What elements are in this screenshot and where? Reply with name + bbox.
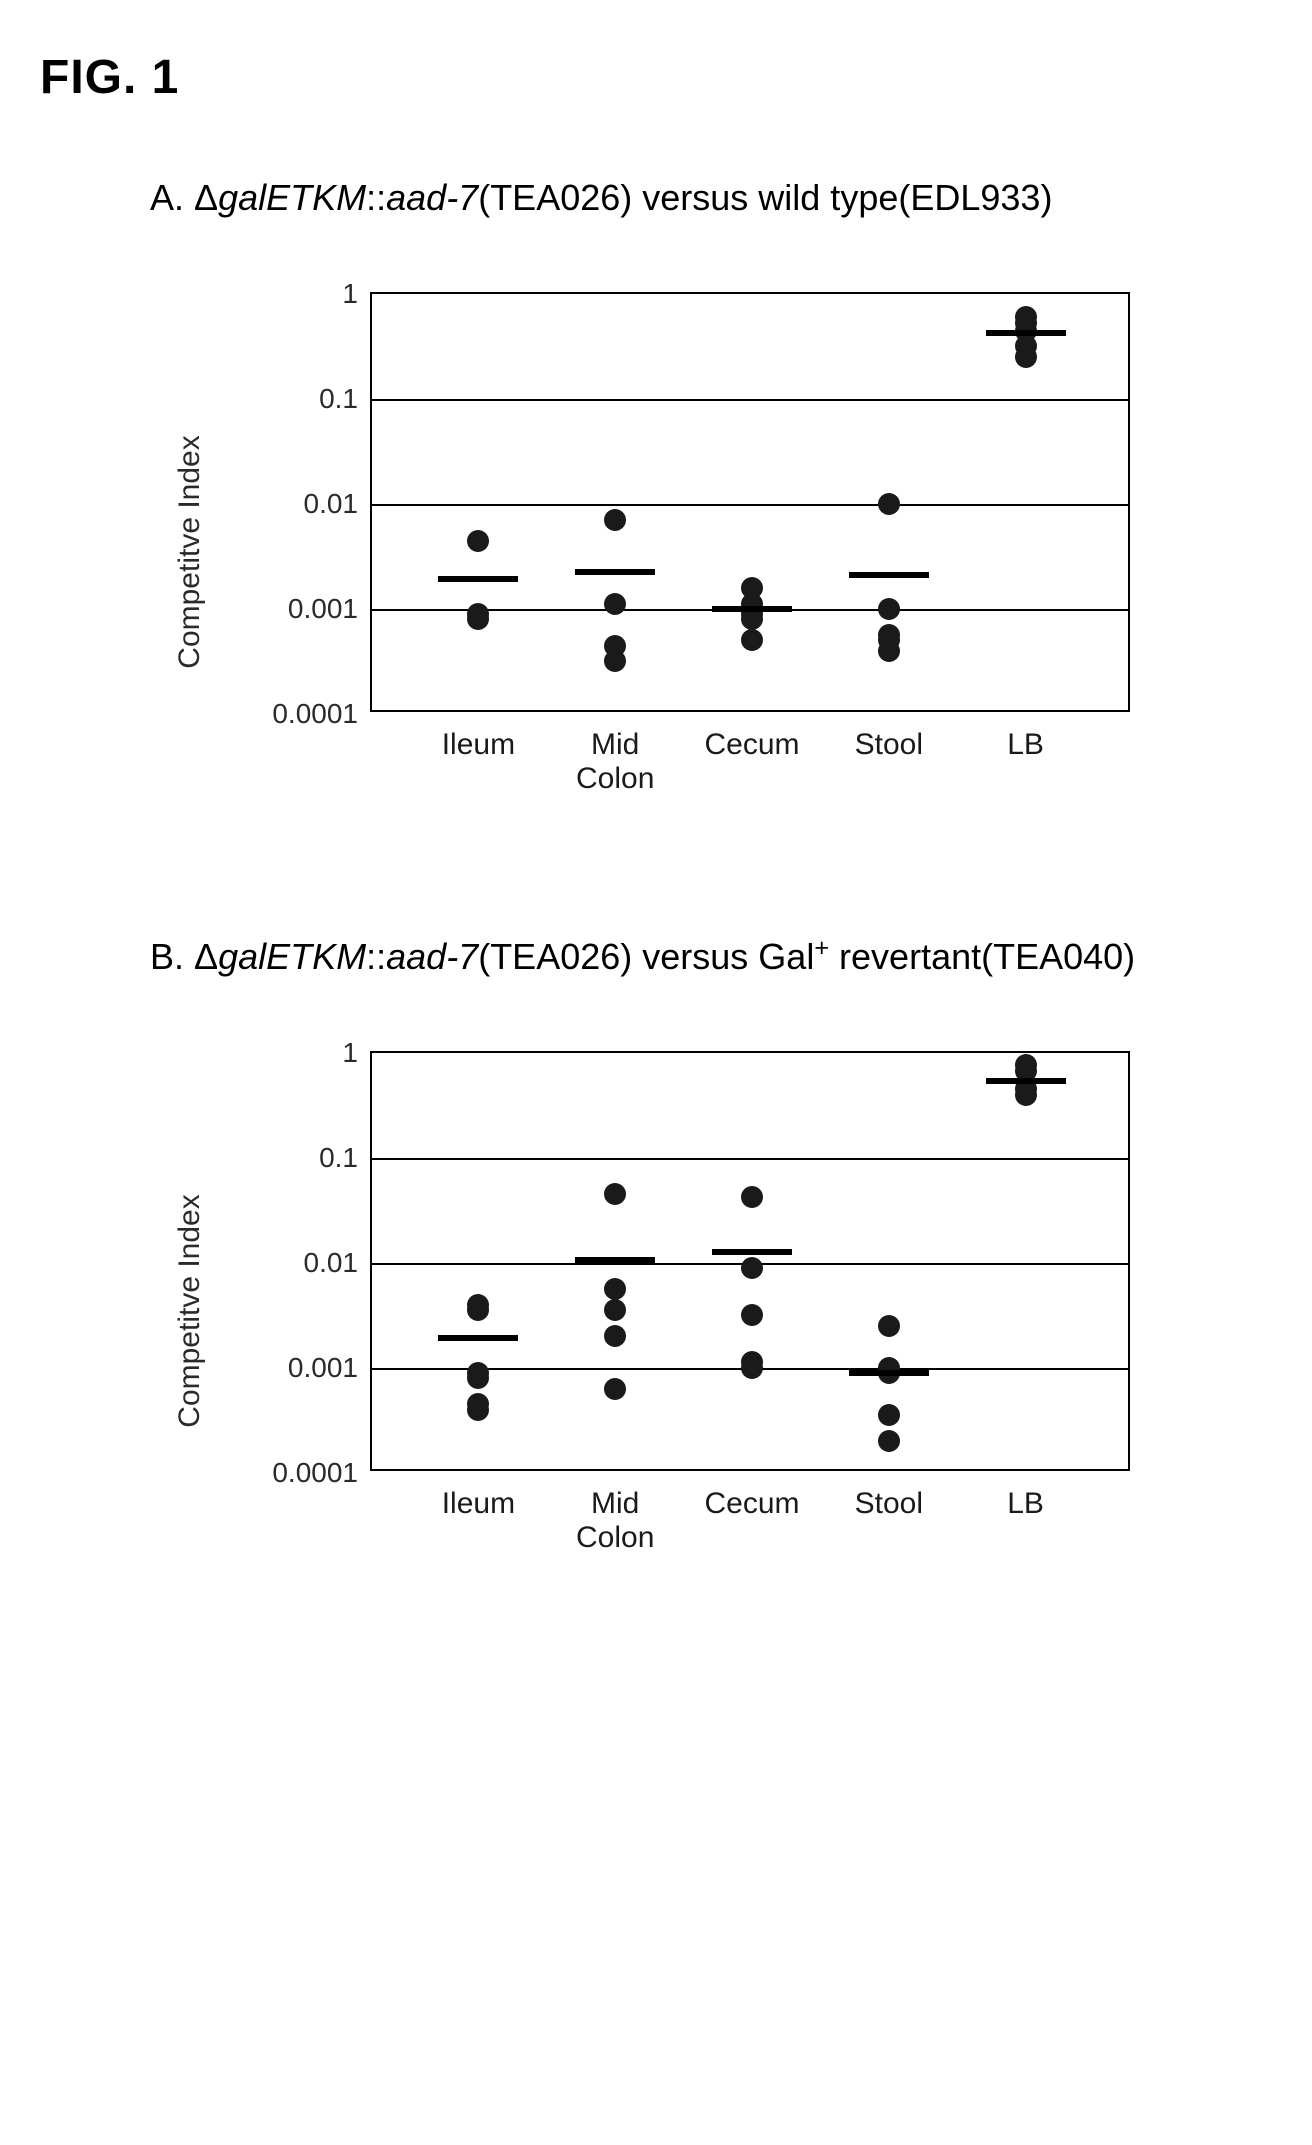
y-tick-label: 0.1 bbox=[319, 1142, 372, 1174]
data-point bbox=[604, 1325, 626, 1347]
data-point bbox=[604, 509, 626, 531]
y-tick-label: 0.0001 bbox=[272, 698, 372, 730]
data-point bbox=[741, 1304, 763, 1326]
panel-b: B. ΔgalETKM::aad-7(TEA026) versus Gal+ r… bbox=[40, 932, 1272, 1571]
mean-bar bbox=[575, 569, 655, 575]
panel-a: A. ΔgalETKM::aad-7(TEA026) versus wild t… bbox=[40, 175, 1272, 812]
data-point bbox=[1015, 346, 1037, 368]
x-tick-label: Ileum bbox=[442, 710, 515, 763]
data-point bbox=[878, 598, 900, 620]
data-point bbox=[741, 1257, 763, 1279]
data-point bbox=[467, 1399, 489, 1421]
data-point bbox=[741, 1186, 763, 1208]
figure-label: FIG. 1 bbox=[40, 50, 1272, 105]
x-tick-label: Cecum bbox=[704, 1469, 799, 1522]
data-point bbox=[1015, 1084, 1037, 1106]
mean-bar bbox=[849, 1370, 929, 1376]
data-point bbox=[878, 1430, 900, 1452]
panel-a-yaxis-title: Competitve Index bbox=[173, 435, 207, 668]
panel-a-chart: Competitve Index 10.10.010.0010.0001Ileu… bbox=[260, 292, 1272, 812]
data-point bbox=[467, 608, 489, 630]
mean-bar bbox=[575, 1257, 655, 1263]
data-point bbox=[604, 1299, 626, 1321]
data-point bbox=[878, 493, 900, 515]
mean-bar bbox=[438, 1335, 518, 1341]
panel-a-plot-area: 10.10.010.0010.0001IleumMidColonCecumSto… bbox=[370, 292, 1130, 712]
data-point bbox=[878, 1315, 900, 1337]
mean-bar bbox=[986, 330, 1066, 336]
panel-b-title: B. ΔgalETKM::aad-7(TEA026) versus Gal+ r… bbox=[150, 932, 1272, 981]
mean-bar bbox=[712, 606, 792, 612]
mean-bar bbox=[986, 1078, 1066, 1084]
mean-bar bbox=[849, 572, 929, 578]
y-tick-label: 0.001 bbox=[288, 1352, 372, 1384]
data-point bbox=[604, 1278, 626, 1300]
y-tick-label: 1 bbox=[342, 278, 372, 310]
x-tick-label: MidColon bbox=[576, 710, 654, 797]
data-point bbox=[878, 640, 900, 662]
data-point bbox=[741, 1357, 763, 1379]
data-point bbox=[467, 1367, 489, 1389]
data-point bbox=[604, 650, 626, 672]
x-tick-label: MidColon bbox=[576, 1469, 654, 1556]
y-tick-label: 0.01 bbox=[304, 1247, 373, 1279]
data-point bbox=[604, 1183, 626, 1205]
data-point bbox=[741, 629, 763, 651]
mean-bar bbox=[438, 576, 518, 582]
y-tick-label: 1 bbox=[342, 1037, 372, 1069]
mean-bar bbox=[712, 1249, 792, 1255]
panel-a-title: A. ΔgalETKM::aad-7(TEA026) versus wild t… bbox=[150, 175, 1272, 222]
y-tick-label: 0.1 bbox=[319, 383, 372, 415]
panel-b-chart: Competitve Index 10.10.010.0010.0001Ileu… bbox=[260, 1051, 1272, 1571]
y-tick-label: 0.01 bbox=[304, 488, 373, 520]
data-point bbox=[467, 530, 489, 552]
data-point bbox=[878, 1404, 900, 1426]
panel-b-plot-area: 10.10.010.0010.0001IleumMidColonCecumSto… bbox=[370, 1051, 1130, 1471]
gridline bbox=[372, 504, 1128, 506]
data-point bbox=[604, 1378, 626, 1400]
x-tick-label: LB bbox=[1007, 1469, 1044, 1522]
data-point bbox=[467, 1299, 489, 1321]
x-tick-label: Ileum bbox=[442, 1469, 515, 1522]
data-point bbox=[604, 593, 626, 615]
y-tick-label: 0.0001 bbox=[272, 1457, 372, 1489]
x-tick-label: LB bbox=[1007, 710, 1044, 763]
gridline bbox=[372, 1158, 1128, 1160]
x-tick-label: Cecum bbox=[704, 710, 799, 763]
x-tick-label: Stool bbox=[855, 1469, 923, 1522]
panel-b-yaxis-title: Competitve Index bbox=[173, 1194, 207, 1427]
x-tick-label: Stool bbox=[855, 710, 923, 763]
y-tick-label: 0.001 bbox=[288, 593, 372, 625]
gridline bbox=[372, 399, 1128, 401]
